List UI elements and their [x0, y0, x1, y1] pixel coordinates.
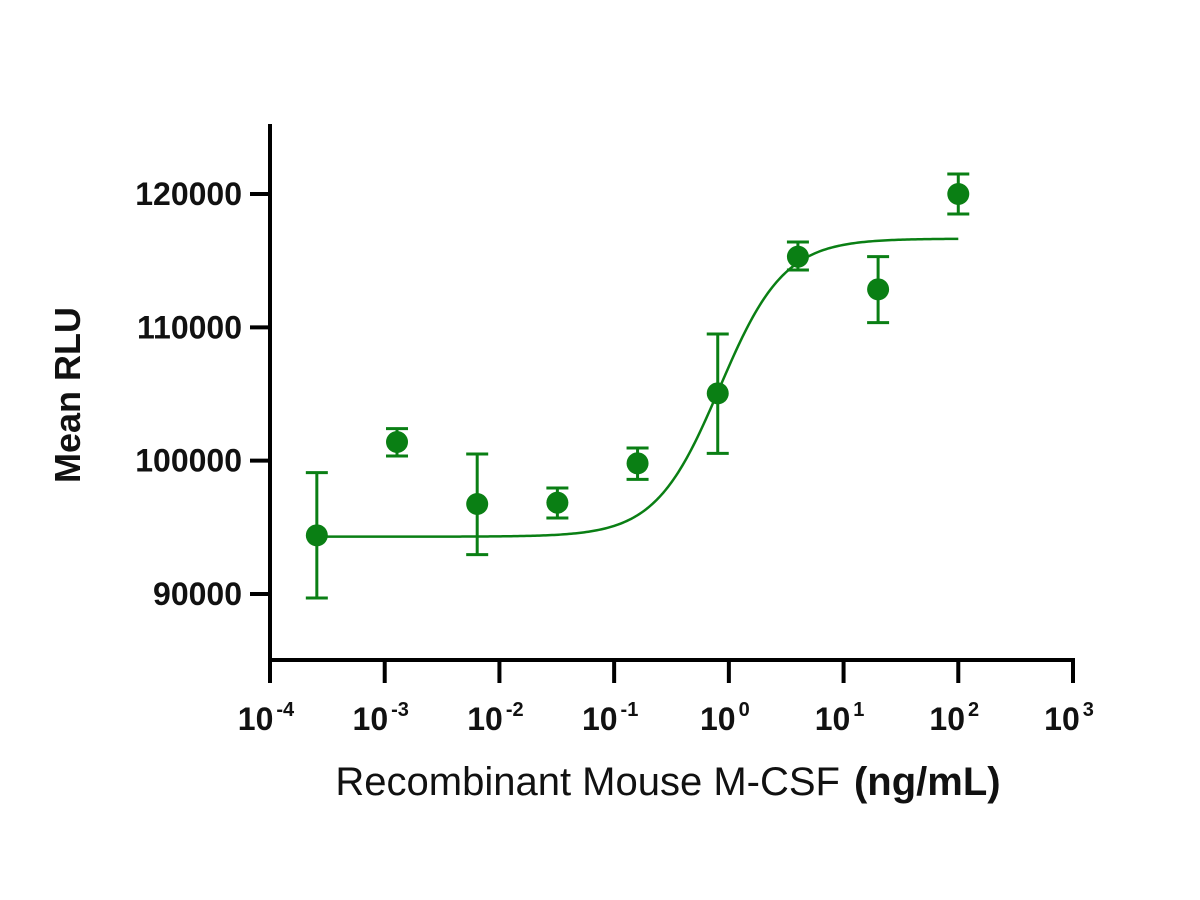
x-tick-base: 10 — [582, 701, 618, 737]
x-tick-base: 10 — [929, 701, 965, 737]
data-point-group — [466, 452, 489, 557]
data-point — [706, 382, 729, 405]
data-point — [947, 183, 970, 205]
y-tick-label: 90000 — [153, 576, 242, 612]
x-axis-label: Recombinant Mouse M-CSF (ng/mL) — [335, 760, 1000, 804]
data-point-group — [867, 255, 890, 325]
x-tick-exponent: 1 — [853, 699, 864, 721]
data-points — [305, 172, 970, 600]
x-tick-exponent: -2 — [506, 699, 524, 721]
x-tick-base: 10 — [353, 701, 389, 737]
data-point — [546, 491, 569, 514]
data-point-group — [546, 486, 569, 520]
x-tick-base: 10 — [815, 701, 851, 737]
data-point — [626, 452, 649, 475]
x-tick-exponent: -4 — [276, 699, 295, 721]
x-tick-label: 10 -3 — [353, 699, 409, 737]
x-tick-label: 10 -2 — [467, 699, 523, 737]
data-point-group — [305, 471, 328, 600]
x-tick-label: 10 1 — [815, 699, 865, 737]
x-axis-label-text: Recombinant Mouse M-CSF — [335, 760, 840, 804]
x-tick-base: 10 — [700, 701, 736, 737]
x-ticks: 10 -4 10 -3 10 -2 10 -1 10 0 10 1 10 2 10 3 — [238, 660, 1094, 737]
x-tick-label: 10 3 — [1044, 699, 1094, 737]
y-axis-label: Mean RLU — [47, 307, 88, 483]
x-tick-base: 10 — [1044, 701, 1080, 737]
x-tick-exponent: 2 — [968, 699, 979, 721]
data-point-group — [706, 332, 729, 455]
y-tick-label: 120000 — [135, 176, 242, 212]
data-point — [867, 278, 890, 301]
y-tick-label: 110000 — [137, 309, 242, 345]
data-point — [305, 524, 328, 547]
y-tick-label: 100000 — [135, 443, 242, 479]
fit-curve — [316, 237, 959, 538]
y-ticks: 90000 100000 110000 120000 — [135, 176, 270, 612]
data-point-group — [947, 172, 970, 216]
x-tick-exponent: -3 — [391, 699, 409, 721]
data-point-group — [626, 446, 649, 481]
x-tick-base: 10 — [467, 701, 503, 737]
x-tick-label: 10 -4 — [238, 699, 295, 737]
x-tick-exponent: 0 — [739, 699, 750, 721]
x-tick-exponent: 3 — [1083, 699, 1094, 721]
data-point-group — [386, 427, 409, 458]
x-tick-label: 10 -1 — [582, 699, 638, 737]
data-point — [386, 430, 409, 453]
data-point-group — [786, 240, 809, 272]
x-tick-base: 10 — [238, 701, 274, 737]
x-tick-label: 10 0 — [700, 699, 750, 737]
data-point — [466, 492, 489, 515]
x-axis-label-unit: (ng/mL) — [854, 760, 1001, 804]
data-point — [786, 245, 809, 268]
x-tick-label: 10 2 — [929, 699, 979, 737]
x-tick-exponent: -1 — [621, 699, 639, 721]
